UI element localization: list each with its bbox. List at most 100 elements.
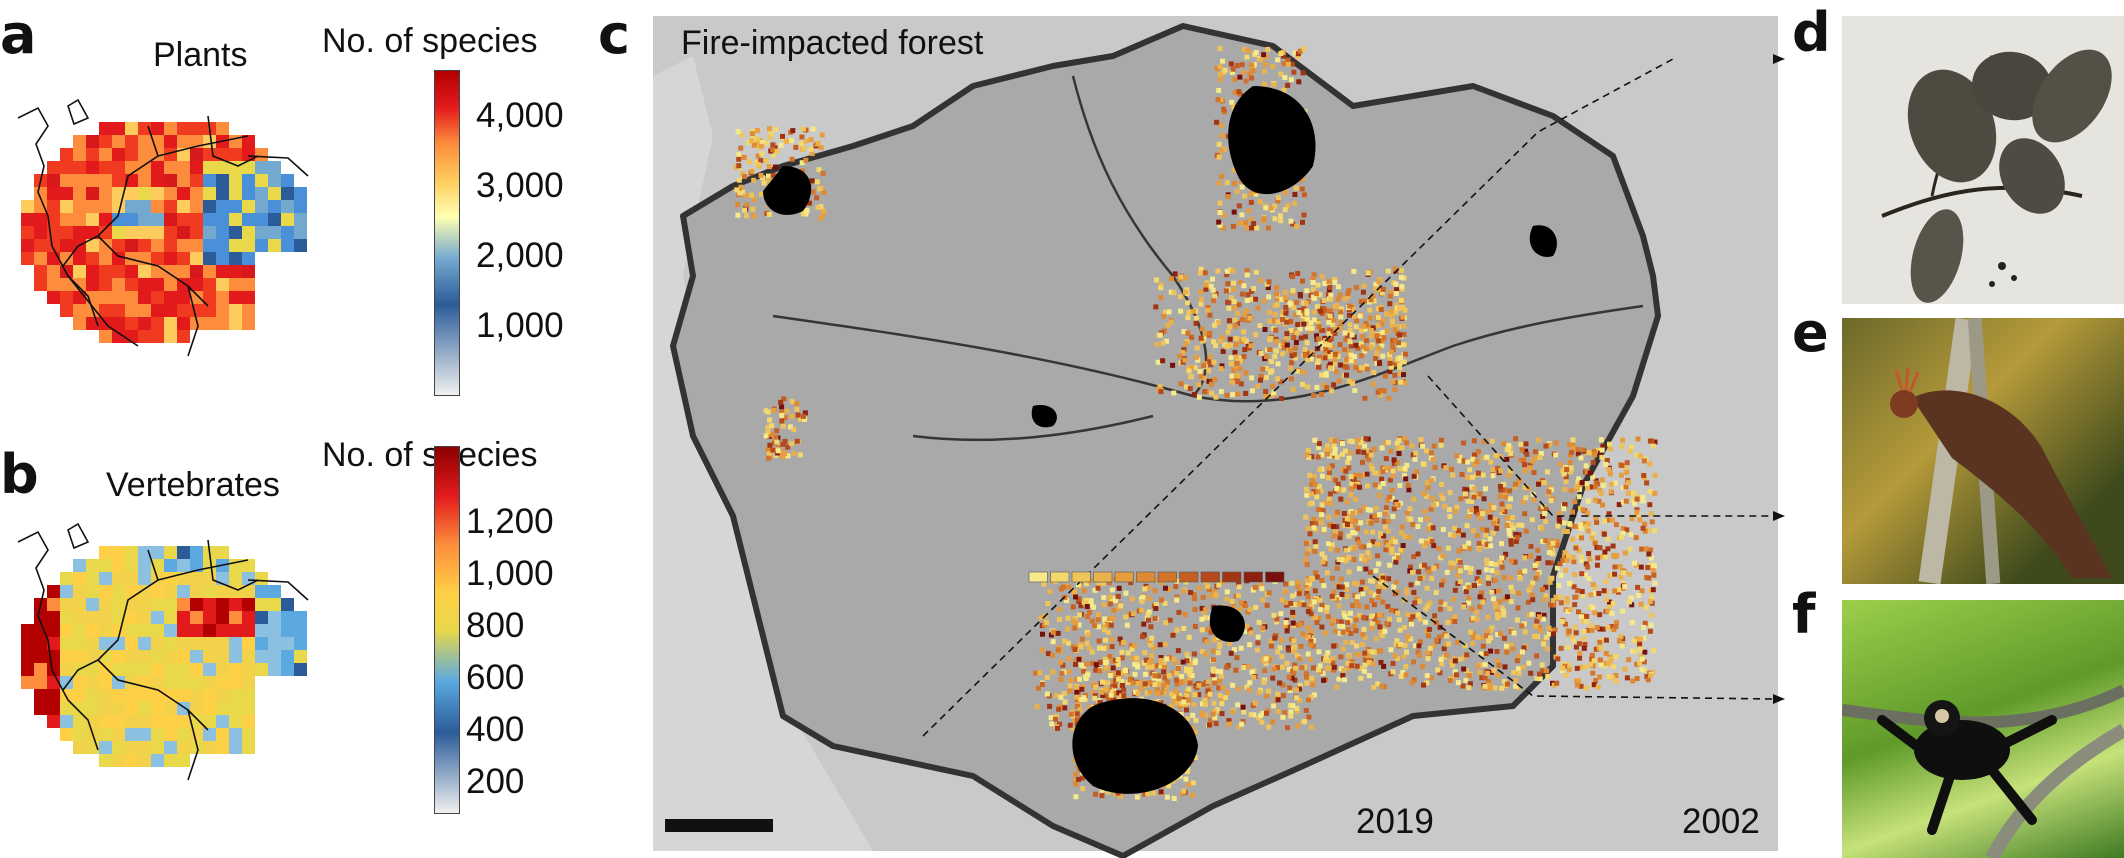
fire-pixel bbox=[1447, 677, 1453, 683]
fire-pixel bbox=[1477, 515, 1483, 521]
grid-cell bbox=[151, 265, 164, 278]
fire-pixel bbox=[1233, 342, 1239, 348]
fire-pixel bbox=[1637, 453, 1643, 459]
fire-pixel bbox=[1548, 498, 1554, 504]
grid-cell bbox=[151, 546, 164, 559]
fire-pixel bbox=[1284, 628, 1290, 634]
fire-pixel bbox=[1642, 649, 1648, 655]
fire-pixel bbox=[1199, 627, 1205, 633]
fire-pixel bbox=[784, 139, 790, 144]
fire-pixel bbox=[1377, 624, 1383, 630]
grid-cell bbox=[255, 174, 268, 187]
fire-pixel bbox=[773, 164, 778, 170]
fire-pixel bbox=[1313, 291, 1319, 297]
fire-pixel bbox=[1236, 686, 1242, 692]
fire-pixel bbox=[1397, 332, 1403, 338]
fire-pixel bbox=[1488, 648, 1493, 654]
grid-cell bbox=[216, 122, 229, 135]
fire-pixel bbox=[1591, 531, 1597, 537]
fire-pixel bbox=[1305, 578, 1311, 584]
fire-pixel bbox=[1181, 347, 1187, 353]
fire-pixel bbox=[814, 179, 820, 185]
fire-pixel bbox=[1217, 200, 1223, 206]
fire-pixel bbox=[1215, 268, 1221, 274]
fire-pixel bbox=[1180, 349, 1186, 355]
fire-pixel bbox=[1369, 514, 1375, 520]
grid-cell bbox=[73, 187, 86, 200]
grid-cell bbox=[255, 239, 268, 252]
fire-pixel bbox=[1269, 359, 1274, 365]
fire-pixel bbox=[1249, 669, 1255, 675]
fire-pixel bbox=[1271, 390, 1277, 396]
fire-pixel bbox=[1312, 588, 1318, 594]
fire-pixel bbox=[1115, 593, 1121, 599]
fire-pixel bbox=[1243, 338, 1249, 344]
fire-pixel bbox=[1479, 526, 1485, 532]
fire-pixel bbox=[1375, 553, 1381, 559]
fire-pixel bbox=[798, 417, 803, 422]
fire-pixel bbox=[1522, 484, 1528, 490]
fire-pixel bbox=[1522, 468, 1528, 474]
fire-pixel bbox=[1312, 539, 1318, 545]
fire-pixel bbox=[1338, 309, 1344, 315]
fire-pixel bbox=[1612, 480, 1618, 486]
grid-cell bbox=[99, 689, 112, 702]
fire-pixel bbox=[1207, 718, 1213, 724]
fire-pixel bbox=[1188, 365, 1194, 371]
fire-pixel bbox=[1526, 660, 1532, 666]
fire-pixel bbox=[1065, 615, 1071, 621]
fire-pixel bbox=[1332, 280, 1338, 285]
fire-pixel bbox=[1383, 547, 1389, 553]
fire-pixel bbox=[1484, 633, 1490, 639]
fire-pixel bbox=[1250, 703, 1256, 709]
fire-pixel bbox=[1288, 327, 1294, 333]
fire-pixel bbox=[1452, 669, 1458, 675]
fire-pixel bbox=[1464, 487, 1470, 493]
grid-cell bbox=[177, 187, 190, 200]
fire-pixel bbox=[1258, 373, 1264, 379]
fire-pixel bbox=[1177, 353, 1183, 359]
fire-pixel bbox=[1243, 78, 1249, 84]
fire-pixel bbox=[1597, 450, 1603, 456]
fire-pixel bbox=[782, 438, 788, 444]
fire-pixel bbox=[1283, 589, 1288, 595]
fire-pixel bbox=[1220, 225, 1226, 231]
grid-cell bbox=[125, 291, 138, 304]
fire-pixel bbox=[1310, 682, 1316, 688]
fire-pixel bbox=[1396, 451, 1402, 456]
grid-cell bbox=[281, 650, 294, 663]
fire-pixel bbox=[1302, 346, 1308, 352]
fire-pixel bbox=[1112, 657, 1118, 663]
fire-pixel bbox=[1258, 712, 1264, 718]
fire-pixel bbox=[1571, 638, 1577, 644]
fire-pixel bbox=[1343, 547, 1349, 553]
grid-cell bbox=[203, 148, 216, 161]
fire-pixel bbox=[1377, 512, 1382, 518]
fire-pixel bbox=[1245, 225, 1250, 231]
grid-cell bbox=[86, 624, 99, 637]
fire-pixel bbox=[1038, 615, 1044, 621]
grid-cell bbox=[86, 572, 99, 585]
fire-pixel bbox=[1408, 516, 1414, 522]
fire-pixel bbox=[1203, 286, 1209, 292]
grid-cell bbox=[229, 637, 242, 650]
fire-pixel bbox=[1341, 667, 1347, 673]
grid-cell bbox=[99, 663, 112, 676]
fire-pixel bbox=[1212, 293, 1218, 299]
grid-cell bbox=[229, 663, 242, 676]
fire-pixel bbox=[1638, 601, 1644, 607]
fire-pixel bbox=[1352, 546, 1358, 552]
fire-pixel bbox=[1212, 322, 1218, 328]
fire-pixel bbox=[1304, 452, 1310, 458]
fire-pixel bbox=[1153, 304, 1159, 310]
fire-pixel bbox=[1502, 509, 1508, 514]
fire-pixel bbox=[1141, 621, 1147, 627]
fire-pixel bbox=[1209, 390, 1215, 396]
grid-cell bbox=[255, 585, 268, 598]
fire-pixel bbox=[1248, 343, 1254, 349]
grid-cell bbox=[138, 572, 151, 585]
fire-pixel bbox=[1514, 535, 1520, 541]
fire-pixel bbox=[1383, 456, 1389, 462]
fire-pixel bbox=[1374, 350, 1379, 355]
fire-pixel bbox=[1652, 580, 1658, 586]
